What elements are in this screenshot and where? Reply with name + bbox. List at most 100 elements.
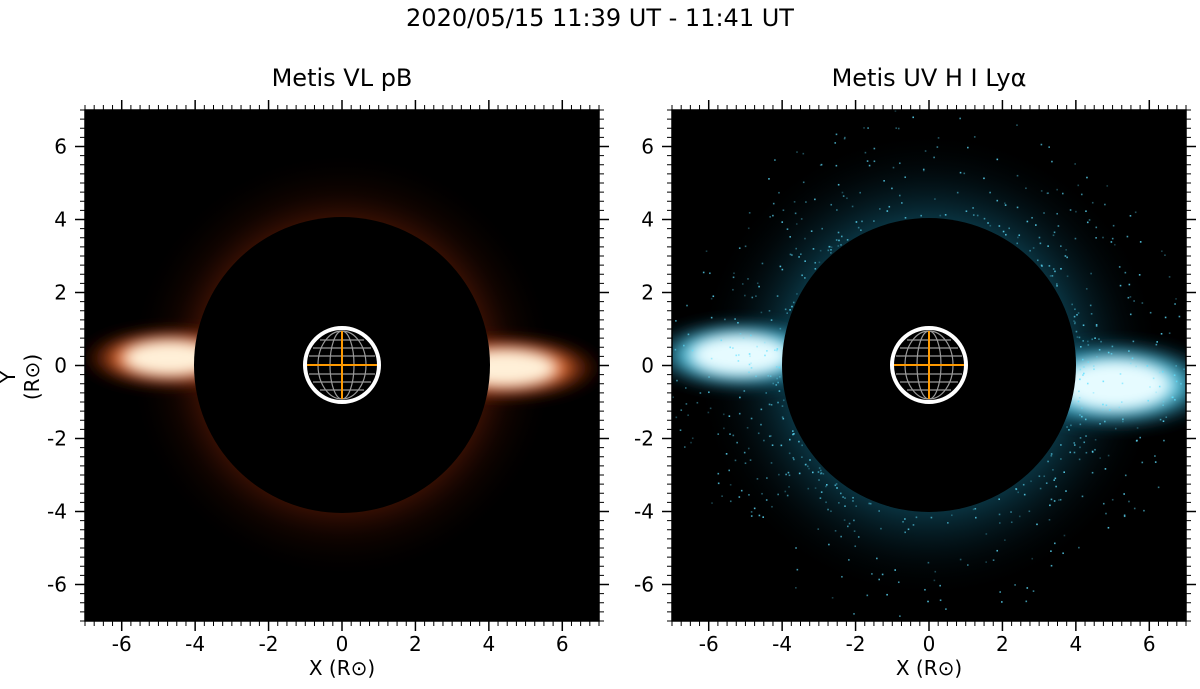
uv-speckle	[775, 384, 778, 386]
uv-speckle	[1095, 237, 1097, 239]
uv-speckle	[945, 608, 947, 610]
uv-speckle	[710, 357, 713, 360]
uv-speckle	[1069, 209, 1072, 211]
uv-speckle	[998, 522, 1001, 524]
uv-speckle	[866, 160, 869, 162]
uv-speckle	[1081, 407, 1083, 409]
uv-speckle	[939, 214, 942, 217]
uv-speckle	[1087, 340, 1089, 343]
uv-speckle	[795, 247, 798, 250]
vl-y-tick-label: 4	[54, 208, 67, 232]
uv-speckle	[708, 391, 710, 394]
uv-speckle	[1052, 469, 1054, 471]
uv-speckle	[675, 320, 677, 322]
uv-speckle	[820, 163, 823, 166]
uv-speckle	[810, 230, 813, 232]
uv-speckle	[842, 496, 844, 498]
uv-speckle	[844, 136, 846, 139]
uv-speckle	[820, 491, 823, 493]
uv-speckle	[747, 278, 749, 280]
uv-speckle	[1141, 461, 1144, 464]
uv-speckle	[1164, 254, 1166, 257]
uv-speckle	[837, 183, 840, 186]
uv-x-tick-label: -2	[846, 632, 866, 656]
uv-speckle	[1102, 502, 1105, 505]
uv-speckle	[1118, 266, 1121, 268]
uv-speckle	[750, 367, 753, 369]
uv-speckle	[1077, 400, 1080, 403]
uv-speckle	[710, 316, 713, 319]
uv-speckle	[1136, 427, 1139, 429]
uv-speckle	[1110, 241, 1113, 243]
uv-speckle	[808, 467, 810, 470]
uv-speckle	[883, 180, 885, 182]
uv-speckle	[1056, 285, 1058, 287]
uv-speckle	[1095, 226, 1098, 229]
uv-speckle	[843, 137, 846, 140]
uv-speckle	[788, 452, 791, 455]
uv-speckle	[1129, 215, 1132, 217]
uv-speckle	[998, 513, 1001, 516]
uv-speckle	[897, 127, 900, 130]
uv-speckle	[789, 236, 791, 238]
uv-speckle	[785, 473, 787, 476]
uv-speckle	[1040, 190, 1043, 192]
uv-speckle	[1155, 391, 1157, 394]
uv-speckle	[717, 433, 720, 435]
uv-speckle	[1086, 176, 1088, 179]
uv-speckle	[1039, 487, 1042, 490]
uv-speckle	[1059, 498, 1062, 501]
uv-speckle	[749, 459, 752, 461]
uv-speckle	[769, 216, 771, 218]
uv-speckle	[1112, 224, 1115, 227]
uv-speckle	[1152, 377, 1155, 380]
uv-speckle	[934, 198, 936, 200]
uv-speckle	[1085, 210, 1087, 213]
uv-speckle	[1078, 336, 1081, 339]
uv-speckle	[738, 247, 741, 249]
uv-speckle	[1016, 206, 1019, 209]
uv-speckle	[686, 304, 688, 307]
uv-speckle	[1091, 471, 1094, 474]
uv-speckle	[998, 225, 1001, 227]
uv-speckle	[972, 508, 975, 511]
uv-speckle	[1048, 265, 1051, 267]
uv-speckle	[996, 199, 999, 202]
uv-speckle	[1018, 234, 1021, 237]
uv-speckle	[1050, 453, 1053, 455]
uv-speckle	[763, 341, 766, 344]
uv-speckle	[1004, 539, 1006, 541]
vl-image-panel	[85, 110, 599, 621]
uv-speckle	[1032, 590, 1035, 592]
uv-speckle	[1085, 451, 1088, 454]
uv-speckle	[720, 339, 723, 342]
uv-speckle	[750, 515, 753, 517]
uv-speckle	[774, 159, 776, 161]
uv-speckle	[1083, 372, 1085, 375]
uv-speckle	[820, 472, 822, 475]
uv-speckle	[770, 403, 773, 406]
uv-speckle	[848, 522, 851, 525]
uv-speckle	[1064, 255, 1067, 257]
uv-speckle	[756, 478, 759, 480]
uv-speckle	[751, 296, 754, 299]
uv-speckle	[1079, 446, 1081, 449]
uv-speckle	[1158, 385, 1161, 388]
uv-speckle	[789, 309, 791, 311]
uv-speckle	[800, 218, 803, 220]
uv-speckle	[868, 164, 871, 167]
uv-speckle	[1050, 564, 1053, 567]
uv-speckle	[776, 348, 779, 350]
uv-speckle	[795, 586, 797, 589]
uv-speckle	[779, 376, 781, 378]
vl-y-tick-label: 0	[54, 354, 67, 378]
uv-speckle	[1106, 185, 1109, 187]
uv-speckle	[937, 137, 940, 139]
uv-speckle	[1089, 304, 1092, 307]
uv-speckle	[881, 573, 884, 576]
uv-speckle	[1010, 521, 1013, 524]
uv-speckle	[675, 416, 678, 419]
uv-speckle	[1040, 143, 1043, 146]
uv-speckle	[1038, 475, 1041, 478]
uv-speckle	[1085, 435, 1087, 437]
